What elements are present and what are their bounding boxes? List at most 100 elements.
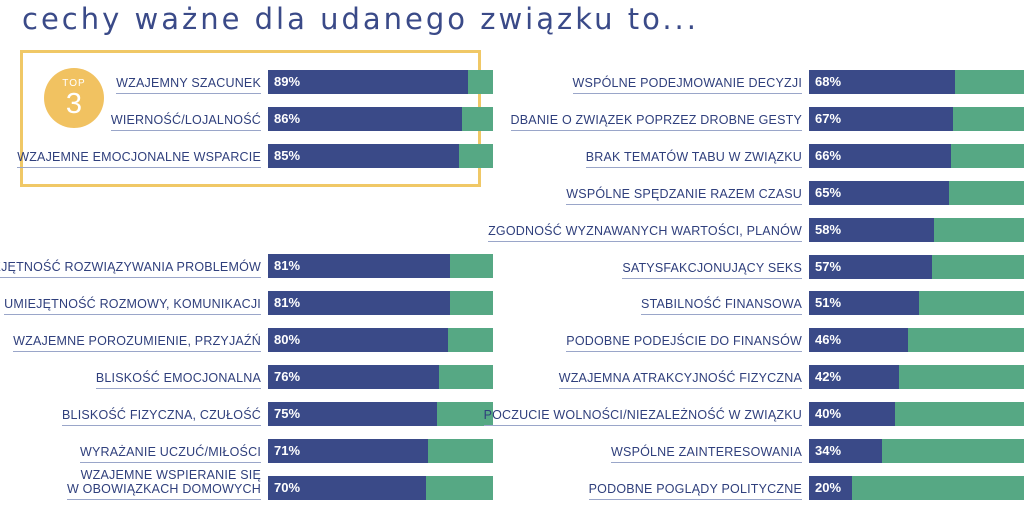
value-label: 80%: [274, 332, 301, 347]
category-label-line: BLISKOŚĆ EMOCJONALNA: [95, 371, 261, 385]
bar-fill: [268, 328, 448, 352]
bar-row: 80% WZAJEMNE POROZUMIENIE, PRZYJAŹŃ: [13, 328, 493, 352]
category-label: WZAJEMNE WSPIERANIE SIĘ W OBOWIĄZKACH DOM…: [67, 468, 261, 500]
category-label: WZAJEMNE POROZUMIENIE, PRZYJAŹŃ: [13, 334, 261, 352]
category-label-line: WZAJEMNE EMOCJONALNE WSPARCIE: [17, 150, 261, 164]
bar-row: 89% WZAJEMNY SZACUNEK: [116, 70, 493, 94]
category-label-line: WSPÓLNE ZAINTERESOWANIA: [611, 445, 802, 459]
bar-fill: [809, 107, 954, 131]
category-label-line: WYRAŻANIE UCZUĆ/MIŁOŚCI: [80, 445, 261, 459]
bar-fill: [268, 144, 460, 168]
bar-row: 34% WSPÓLNE ZAINTERESOWANIA: [611, 439, 1024, 463]
category-label: STABILNOŚĆ FINANSOWA: [641, 297, 802, 315]
category-label-line: UMIEJĘTNOŚĆ ROZWIĄZYWANIA PROBLEMÓW: [0, 260, 261, 274]
value-label: 51%: [815, 295, 842, 310]
category-label-line: PODOBNE POGLĄDY POLITYCZNE: [588, 482, 802, 496]
value-label: 81%: [274, 295, 301, 310]
bar-row: 67% DBANIE O ZWIĄZEK POPRZEZ DROBNE GESTY: [510, 107, 1024, 131]
category-label: BRAK TEMATÓW TABU W ZWIĄZKU: [585, 150, 802, 168]
category-label-line: BLISKOŚĆ FIZYCZNA, CZUŁOŚĆ: [62, 408, 261, 422]
bar-fill: [809, 402, 895, 426]
category-label-line: W OBOWIĄZKACH DOMOWYCH: [67, 482, 261, 496]
bar-fill: [268, 439, 428, 463]
category-label: SATYSFAKCJONUJĄCY SEKS: [622, 261, 802, 279]
bar-row: 42% WZAJEMNA ATRAKCYJNOŚĆ FIZYCZNA: [558, 365, 1024, 389]
category-label: UMIEJĘTNOŚĆ ROZMOWY, KOMUNIKACJI: [4, 297, 261, 315]
category-label-line: WZAJEMNE POROZUMIENIE, PRZYJAŹŃ: [13, 334, 261, 348]
value-label: 70%: [274, 480, 301, 495]
category-label: BLISKOŚĆ EMOCJONALNA: [95, 371, 261, 389]
value-label: 75%: [274, 406, 301, 421]
category-label-line: WZAJEMNY SZACUNEK: [116, 76, 261, 90]
bar-fill: [268, 291, 451, 315]
value-label: 68%: [815, 74, 842, 89]
bar-fill: [809, 255, 932, 279]
bar-fill: [268, 107, 462, 131]
category-label: BLISKOŚĆ FIZYCZNA, CZUŁOŚĆ: [62, 408, 261, 426]
bar-fill: [809, 328, 908, 352]
category-label-line: WZAJEMNE WSPIERANIE SIĘ: [80, 468, 261, 482]
value-label: 57%: [815, 259, 842, 274]
page-title: cechy ważne dla udanego związku to...: [22, 2, 699, 36]
category-label-line: PODOBNE PODEJŚCIE DO FINANSÓW: [566, 334, 802, 348]
value-label: 89%: [274, 74, 301, 89]
category-label-line: DBANIE O ZWIĄZEK POPRZEZ DROBNE GESTY: [510, 113, 802, 127]
category-label: UMIEJĘTNOŚĆ ROZWIĄZYWANIA PROBLEMÓW: [0, 260, 261, 278]
bar-fill: [809, 476, 852, 500]
bar-row: 40% POCZUCIE WOLNOŚCI/NIEZALEŻNOŚĆ W ZWIĄ…: [483, 402, 1024, 426]
bar-fill: [268, 70, 469, 94]
value-label: 66%: [815, 148, 842, 163]
value-label: 34%: [815, 443, 842, 458]
bar-row: 68% WSPÓLNE PODEJMOWANIE DECYZJI: [572, 70, 1024, 94]
bar-row: 81% UMIEJĘTNOŚĆ ROZWIĄZYWANIA PROBLEMÓW: [0, 254, 493, 278]
category-label-line: WSPÓLNE SPĘDZANIE RAZEM CZASU: [566, 187, 802, 201]
category-label: PODOBNE POGLĄDY POLITYCZNE: [588, 482, 802, 500]
category-label-line: ZGODNOŚĆ WYZNAWANYCH WARTOŚCI, PLANÓW: [488, 224, 802, 238]
bar-row: 66% BRAK TEMATÓW TABU W ZWIĄZKU: [585, 144, 1024, 168]
category-label: WSPÓLNE SPĘDZANIE RAZEM CZASU: [566, 187, 802, 205]
value-label: 65%: [815, 185, 842, 200]
value-label: 40%: [815, 406, 842, 421]
category-label: WSPÓLNE PODEJMOWANIE DECYZJI: [572, 76, 802, 94]
category-label-line: WZAJEMNA ATRAKCYJNOŚĆ FIZYCZNA: [558, 371, 802, 385]
bar-row: 51% STABILNOŚĆ FINANSOWA: [641, 291, 1024, 315]
value-label: 46%: [815, 332, 842, 347]
value-label: 76%: [274, 369, 301, 384]
top3-badge-number: 3: [65, 88, 83, 120]
category-label-line: POCZUCIE WOLNOŚCI/NIEZALEŻNOŚĆ W ZWIĄZKU: [483, 408, 802, 422]
bar-row: 58% ZGODNOŚĆ WYZNAWANYCH WARTOŚCI, PLANÓW: [488, 218, 1024, 242]
value-label: 67%: [815, 111, 842, 126]
value-label: 85%: [274, 148, 301, 163]
bar-fill: [809, 291, 919, 315]
value-label: 86%: [274, 111, 301, 126]
value-label: 58%: [815, 222, 842, 237]
bar-fill: [809, 144, 951, 168]
bar-fill: [268, 254, 451, 278]
bar-fill: [809, 218, 934, 242]
bar-row: 46% PODOBNE PODEJŚCIE DO FINANSÓW: [566, 328, 1024, 352]
category-label: WZAJEMNA ATRAKCYJNOŚĆ FIZYCZNA: [558, 371, 802, 389]
category-label: DBANIE O ZWIĄZEK POPRZEZ DROBNE GESTY: [510, 113, 802, 131]
category-label-line: WIERNOŚĆ/LOJALNOŚĆ: [110, 113, 261, 127]
value-label: 20%: [815, 480, 842, 495]
bar-row: 81% UMIEJĘTNOŚĆ ROZMOWY, KOMUNIKACJI: [4, 291, 493, 315]
bar-row: 65% WSPÓLNE SPĘDZANIE RAZEM CZASU: [566, 181, 1024, 205]
top3-badge-label: TOP: [62, 78, 86, 89]
bar-fill: [268, 402, 437, 426]
category-label-line: WSPÓLNE PODEJMOWANIE DECYZJI: [572, 76, 802, 90]
category-label: POCZUCIE WOLNOŚCI/NIEZALEŻNOŚĆ W ZWIĄZKU: [483, 408, 802, 426]
bar-row: 76% BLISKOŚĆ EMOCJONALNA: [95, 365, 493, 389]
top3-badge: TOP 3: [44, 68, 104, 128]
category-label: ZGODNOŚĆ WYZNAWANYCH WARTOŚCI, PLANÓW: [488, 224, 802, 242]
value-label: 81%: [274, 258, 301, 273]
bar-fill: [809, 439, 883, 463]
bar-fill: [268, 365, 439, 389]
bar-fill: [809, 70, 956, 94]
bar-fill: [809, 365, 900, 389]
category-label-line: BRAK TEMATÓW TABU W ZWIĄZKU: [585, 150, 802, 164]
bar-row: 85% WZAJEMNE EMOCJONALNE WSPARCIE: [17, 144, 493, 168]
category-label: WZAJEMNY SZACUNEK: [116, 76, 261, 94]
category-label: WZAJEMNE EMOCJONALNE WSPARCIE: [17, 150, 261, 168]
bar-row: 75% BLISKOŚĆ FIZYCZNA, CZUŁOŚĆ: [62, 402, 493, 426]
category-label-line: STABILNOŚĆ FINANSOWA: [641, 297, 802, 311]
